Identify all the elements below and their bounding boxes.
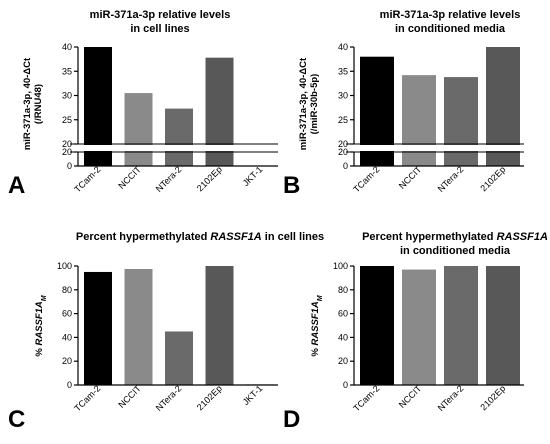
y-tick-label: 100 (333, 261, 348, 271)
bar-ntera-2 (444, 266, 478, 385)
x-tick-label: NCCIT (116, 164, 143, 191)
x-tick-label: NTera-2 (154, 383, 184, 413)
bar-nccit (402, 269, 436, 385)
x-tick-label: TCam-2 (72, 383, 102, 413)
y-tick-label: 20 (62, 147, 72, 157)
y-tick-label: 60 (338, 309, 348, 319)
x-tick-label: NCCIT (116, 383, 143, 410)
y-tick-label: 40 (62, 42, 72, 52)
y-tick-label: 20 (62, 139, 72, 149)
y-tick-label: 35 (338, 66, 348, 76)
x-tick-label: NCCIT (397, 164, 424, 191)
x-tick-label: NTera-2 (436, 164, 466, 194)
y-tick-label: 0 (67, 380, 72, 390)
chart-title-part: Percent hypermethylated (362, 231, 497, 243)
panel-letter: D (283, 406, 300, 433)
y-tick-label: 25 (62, 115, 72, 125)
panel-letter: A (8, 172, 25, 199)
bar-2102ep (205, 266, 234, 385)
y-tick-label: 40 (338, 332, 348, 342)
axis-break-gap (346, 145, 528, 151)
x-tick-label: 2102Ep (195, 383, 224, 412)
bar-2102ep (486, 266, 520, 385)
bar-tcam-2 (360, 266, 394, 385)
y-tick-label: 35 (62, 66, 72, 76)
x-tick-label: JKT-1 (241, 164, 265, 188)
x-tick-label: TCam-2 (72, 164, 102, 194)
y-tick-label: 30 (338, 91, 348, 101)
chart-title-part: in cell lines (262, 231, 324, 243)
y-axis-label-part: RASSF1A (310, 301, 321, 345)
y-axis-label-part: % (34, 346, 45, 357)
y-axis-label-part: M (317, 295, 324, 301)
bar-tcam-2 (84, 271, 112, 385)
y-axis-label: (/miR-30b-5p) (309, 74, 320, 135)
panel-letter: C (8, 406, 25, 433)
y-tick-label: 20 (62, 356, 72, 366)
chart-panel-c: 0 20 40 60 80 100 TCam-2 NCCIT NTera-2 2102Ep JKT-… (8, 231, 324, 433)
y-tick-label: 100 (57, 261, 72, 271)
bar-ntera-2 (165, 108, 193, 166)
chart-title-part: RASSF1A (210, 231, 261, 243)
y-axis-label-part: M (41, 295, 48, 301)
y-tick-label: 0 (67, 161, 72, 171)
x-tick-label: TCam-2 (351, 164, 381, 194)
y-axis-label: miR-371a-3p, 40-ΔCt (22, 57, 33, 150)
chart-title: miR-371a-3p relative levels (90, 9, 231, 21)
bar-ntera-2 (444, 77, 478, 166)
y-tick-label: 80 (338, 285, 348, 295)
y-tick-label: 80 (62, 285, 72, 295)
y-axis-label: (/RNU48) (33, 84, 44, 124)
axis-break-gap (70, 145, 282, 151)
x-tick-label: 2102Ep (478, 383, 507, 412)
x-tick-label: JKT-1 (241, 383, 265, 407)
panel-letter: B (283, 172, 300, 199)
x-tick-label: NTera-2 (436, 383, 466, 413)
x-tick-label: NTera-2 (154, 164, 184, 194)
y-tick-label: 60 (62, 309, 72, 319)
chart-title: in cell lines (130, 23, 189, 35)
bar-nccit (124, 268, 153, 385)
x-tick-label: 2102Ep (478, 164, 507, 193)
y-axis-label-part: RASSF1A (34, 301, 45, 345)
bar-nccit (124, 93, 153, 166)
y-tick-label: 20 (338, 147, 348, 157)
x-tick-label: 2102Ep (195, 164, 224, 193)
y-tick-label: 20 (338, 356, 348, 366)
y-tick-label: 25 (338, 115, 348, 125)
chart-title-line2: in conditioned media (400, 245, 511, 257)
chart-title: miR-371a-3p relative levels (380, 9, 521, 21)
y-axis-label: miR-371a-3p, 40-ΔCt (298, 57, 309, 150)
y-axis-label: % RASSF1AM (310, 295, 324, 356)
chart-title-part: Percent hypermethylated (76, 231, 211, 243)
y-axis-label-part: % (310, 346, 321, 357)
chart-title: in conditioned media (395, 23, 506, 35)
chart-panel-d: 0 20 40 60 80 100 TCam-2 NCCIT NTera-2 2102Ep Perc… (283, 231, 548, 433)
y-tick-label: 40 (338, 42, 348, 52)
y-tick-label: 20 (338, 139, 348, 149)
x-tick-label: NCCIT (397, 383, 424, 410)
y-axis-label: % RASSF1AM (34, 295, 48, 356)
y-tick-label: 0 (343, 380, 348, 390)
x-tick-label: TCam-2 (351, 383, 381, 413)
chart-title: Percent hypermethylated RASSF1A (362, 231, 548, 243)
y-tick-label: 30 (62, 91, 72, 101)
chart-title: Percent hypermethylated RASSF1A in cell … (76, 231, 324, 243)
y-tick-label: 40 (62, 332, 72, 342)
bar-ntera-2 (165, 331, 193, 385)
y-tick-label: 0 (343, 161, 348, 171)
chart-title-part: RASSF1A (497, 231, 548, 243)
